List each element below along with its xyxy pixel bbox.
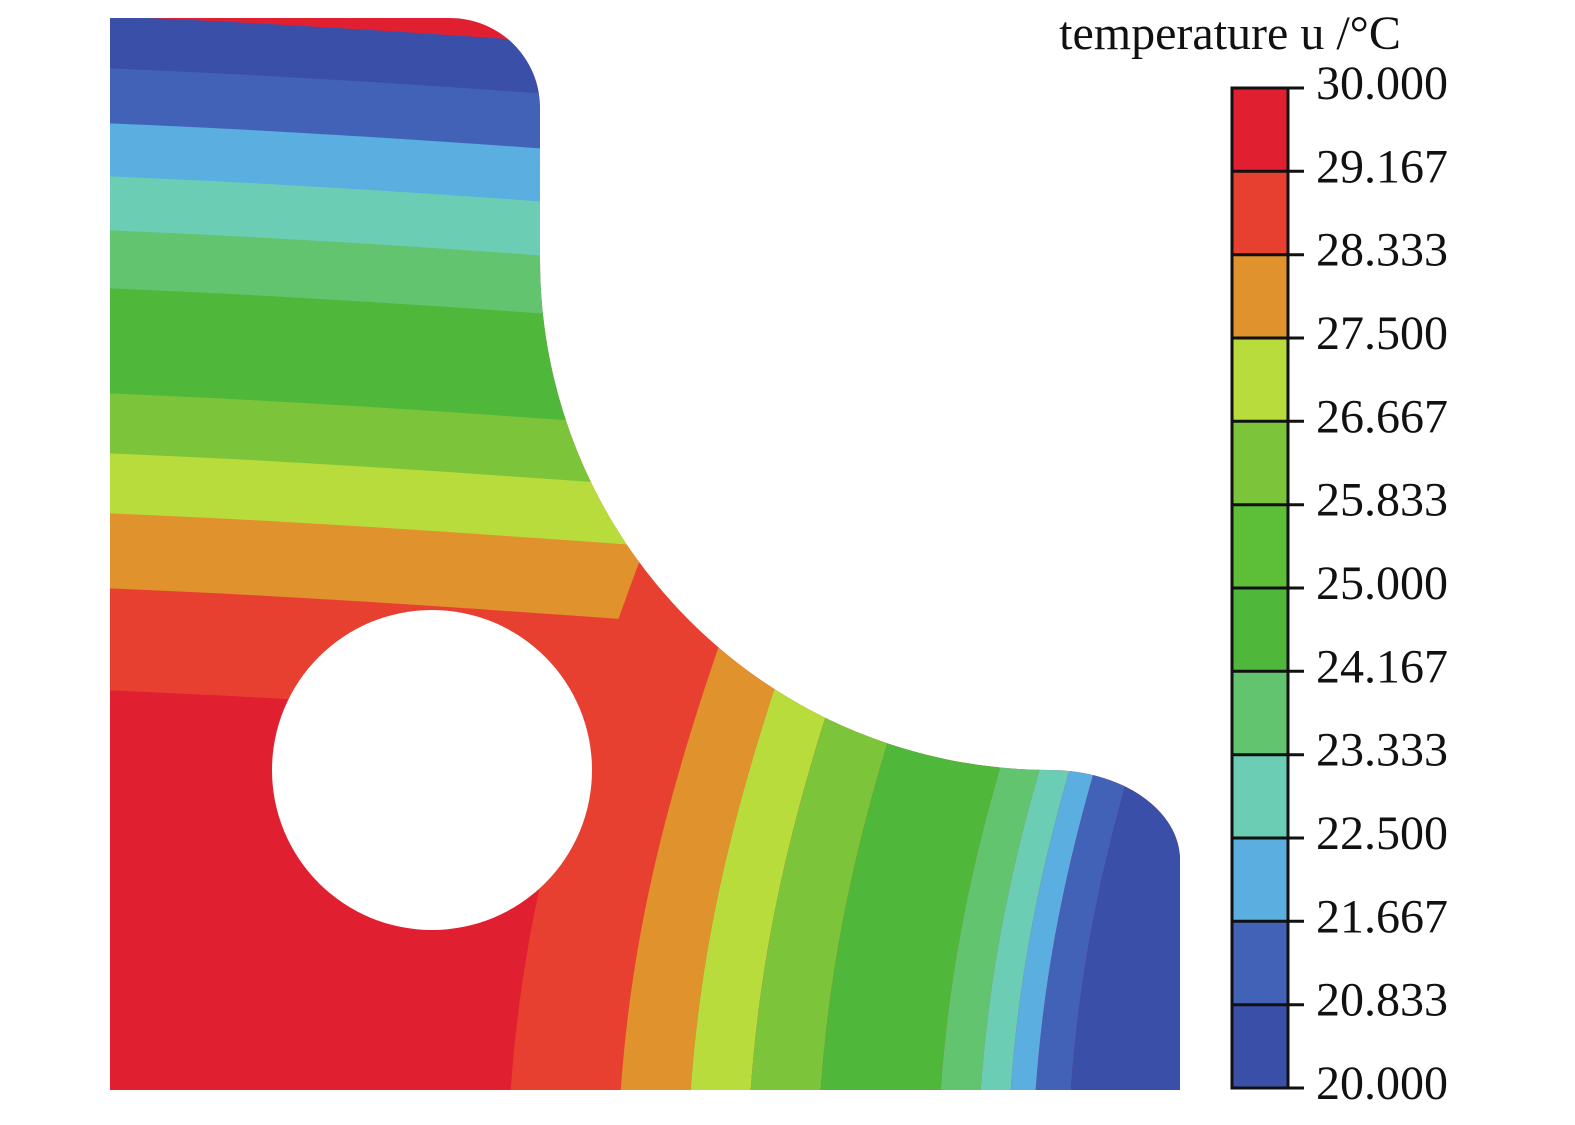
colorbar-band: [1232, 588, 1288, 672]
colorbar-band: [1232, 421, 1288, 505]
colorbar-title: temperature u /°C: [1059, 7, 1401, 60]
tick-label: 25.833: [1316, 474, 1448, 527]
tick-label: 20.833: [1316, 974, 1448, 1027]
contour-band: [620, 560, 820, 1090]
colorbar-band: [1232, 338, 1288, 422]
contour-band: [1070, 560, 1180, 1090]
tick-label: 22.500: [1316, 807, 1448, 860]
tick-label: 21.667: [1316, 890, 1448, 943]
tick-label: 29.167: [1316, 140, 1448, 193]
tick-label: 24.167: [1316, 640, 1448, 693]
colorbar-band: [1232, 671, 1288, 755]
colorbar-band: [1232, 921, 1288, 1005]
colorbar: 20.000 20.833 21.667 22.500 23.333 24.167 25.0…: [1230, 57, 1448, 1110]
tick-label: 20.000: [1316, 1057, 1448, 1110]
colorbar-band: [1232, 171, 1288, 255]
contour-band: [980, 560, 1140, 1090]
temperature-field: [110, 18, 1180, 1090]
colorbar-band: [1232, 1004, 1288, 1088]
tick-label: 23.333: [1316, 724, 1448, 777]
colorbar-band: [1232, 754, 1288, 838]
colorbar-band: [1232, 254, 1288, 338]
contour-band: [1010, 560, 1165, 1090]
tick-label: 30.000: [1316, 57, 1448, 110]
tick-label: 28.333: [1316, 224, 1448, 277]
colorbar-band: [1232, 88, 1288, 172]
contour-band: [940, 560, 1110, 1090]
contour-band: [1035, 560, 1180, 1090]
colorbar-band: [1232, 504, 1288, 588]
tick-label: 25.000: [1316, 557, 1448, 610]
tick-label: 27.500: [1316, 307, 1448, 360]
contour-band: [510, 560, 750, 1090]
colorbar-band: [1232, 838, 1288, 922]
tick-label: 26.667: [1316, 390, 1448, 443]
hole: [272, 610, 592, 930]
